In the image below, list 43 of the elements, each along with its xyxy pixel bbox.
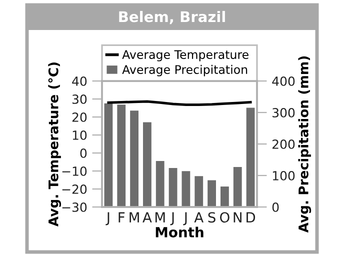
y-tick-label: −10	[62, 166, 87, 176]
bar	[208, 180, 216, 207]
x-tick-label: A	[194, 212, 204, 222]
y-tick-label: 40	[72, 76, 87, 86]
legend-label: Average Temperature	[122, 50, 248, 62]
y2-tick-label: 100	[272, 170, 295, 180]
bar	[246, 108, 255, 207]
bar	[130, 110, 138, 207]
bar	[182, 171, 190, 207]
y2-tick-label: 200	[272, 139, 295, 149]
x-tick-label: A	[142, 212, 152, 222]
y-tick-label: 30	[72, 94, 87, 104]
x-axis-title: Month	[156, 226, 204, 238]
chart-title: Belem, Brazil	[119, 10, 225, 24]
y2-tick-label: 0	[272, 202, 279, 212]
y-axis-title: Avg. Temperature (°C)	[48, 62, 62, 227]
x-tick-label: S	[208, 212, 216, 223]
y-tick-label: 0	[80, 148, 87, 158]
x-tick-label: J	[170, 212, 174, 226]
x-tick-label: F	[118, 212, 125, 222]
legend-label: Average Precipitation	[122, 64, 248, 76]
y2-axis-title: Avg. Precipitation (mm)	[298, 56, 312, 233]
bar	[194, 176, 204, 207]
y-tick-label: −30	[62, 202, 87, 212]
bar	[117, 104, 126, 207]
bar	[143, 122, 152, 207]
x-tick-label: O	[220, 212, 230, 223]
y-tick-label: 20	[72, 112, 87, 122]
x-tick-label: J	[183, 212, 187, 226]
x-tick-label: M	[130, 212, 139, 222]
x-tick-label: M	[155, 212, 165, 222]
x-tick-label: D	[246, 212, 256, 222]
y-tick-label: −20	[62, 184, 87, 194]
bar	[233, 166, 242, 207]
y2-tick-label: 300	[272, 108, 295, 118]
bar	[220, 186, 229, 207]
bar	[168, 168, 178, 207]
y2-tick-label: 400	[272, 76, 295, 86]
x-tick-label: N	[234, 212, 242, 222]
x-tick-label: J	[106, 212, 110, 226]
y-tick-label: 10	[72, 130, 87, 140]
bar	[156, 161, 164, 207]
bar	[104, 103, 113, 207]
